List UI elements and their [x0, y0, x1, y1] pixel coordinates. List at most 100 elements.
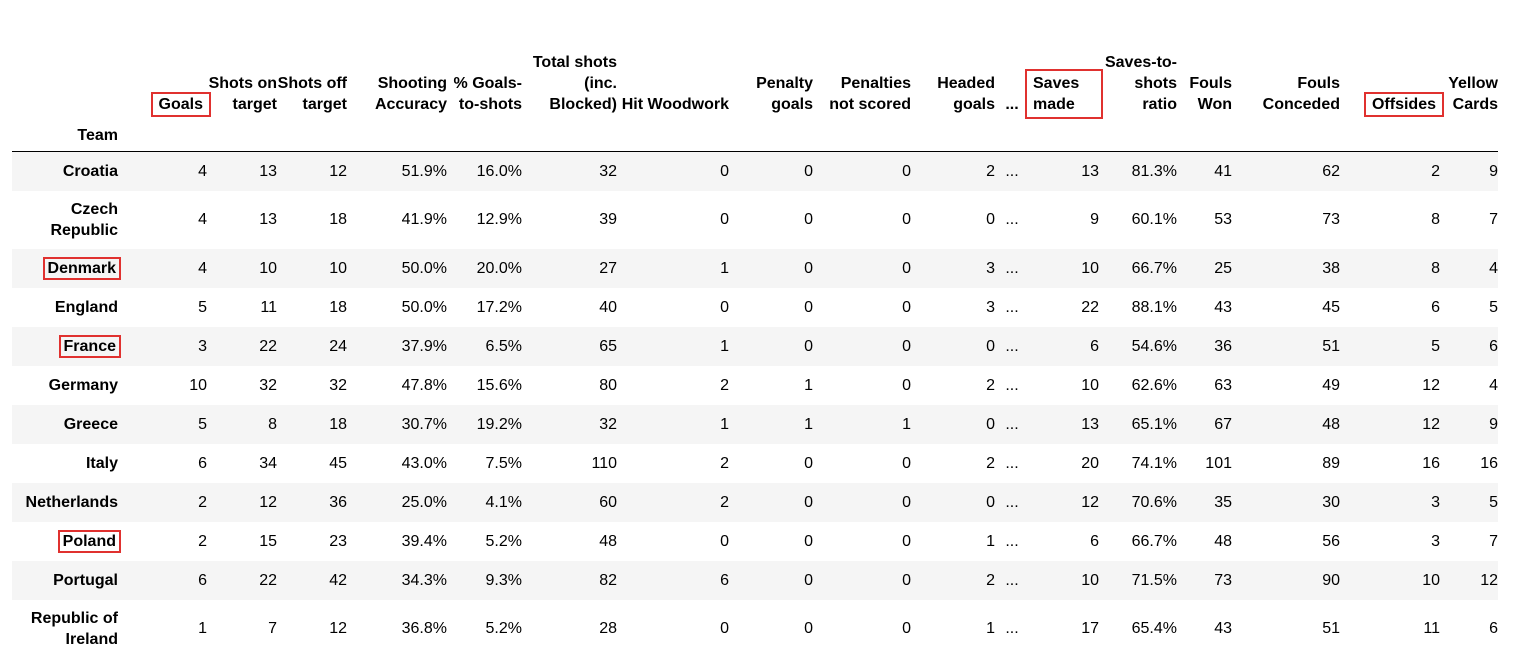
table-cell: 9: [1489, 162, 1498, 180]
table-cell: 22: [259, 337, 277, 355]
table-cell: 1: [902, 415, 911, 433]
table-cell: 6: [198, 571, 207, 589]
table-cell: 6: [1090, 337, 1099, 355]
table-cell: 50.0%: [401, 259, 447, 277]
table-cell: ...: [1005, 454, 1019, 472]
table-row: Poland 2 15 23 39.4% 5.2% 48 0 0 0 1... 6 66.7% 48 56 3…: [12, 521, 1498, 561]
table-cell: 2: [986, 454, 995, 472]
table-cell: 47.8%: [401, 376, 447, 394]
table-cell: 4: [198, 162, 207, 180]
table-cell: 10: [1422, 571, 1440, 589]
table-cell: 34: [259, 454, 277, 472]
table-cell: 0: [902, 162, 911, 180]
table-row: Italy 6 34 45 43.0% 7.5% 110 2 0 0 2... 20 74.1% 101 8…: [12, 443, 1498, 483]
table-cell: 62.6%: [1131, 376, 1177, 394]
table-cell: 51: [1322, 337, 1340, 355]
table-cell: 18: [329, 298, 347, 316]
team-name: Netherlands: [25, 493, 118, 511]
team-name: England: [54, 298, 118, 316]
table-cell: 15: [259, 532, 277, 550]
col-header-fouls-conceded: Fouls Conceded: [1262, 75, 1340, 113]
dataframe-table: Goals Shots on target Shots off target S…: [12, 0, 1498, 658]
col-header-headed-goals: Headed goals: [937, 75, 995, 113]
team-name: Portugal: [53, 571, 118, 589]
table-cell: 36.8%: [401, 620, 447, 637]
table-row: Germany 10 32 32 47.8% 15.6% 80 2 1 0 2... 10 62.6% 6…: [12, 365, 1498, 405]
table-cell: 41: [1214, 162, 1232, 180]
table-cell: 7: [1489, 532, 1498, 550]
table-cell: 16: [1422, 454, 1440, 472]
col-header-offsides: Offsides: [1340, 0, 1445, 119]
table-cell: 1: [986, 532, 995, 550]
table-cell: ...: [1005, 337, 1019, 355]
team-name: France: [58, 334, 122, 358]
table-cell: 5: [198, 415, 207, 433]
team-name: Denmark: [42, 256, 122, 280]
table-cell: 0: [902, 211, 911, 228]
table-cell: 17.2%: [476, 298, 522, 316]
col-header-fouls-won: Fouls Won: [1189, 75, 1232, 113]
col-header-hit-woodwork: Hit Woodwork: [621, 96, 729, 113]
table-cell: 74.1%: [1131, 454, 1177, 472]
table-cell: 23: [329, 532, 347, 550]
row-header-team: France: [12, 327, 132, 366]
table-cell: 43.0%: [401, 454, 447, 472]
team-name: Germany: [48, 376, 118, 394]
table-cell: 2: [986, 571, 995, 589]
table-cell: 2: [986, 376, 995, 394]
table-cell: 67: [1214, 415, 1232, 433]
table-cell: 10: [189, 376, 207, 394]
table-cell: ...: [1005, 376, 1019, 394]
table-cell: 0: [902, 298, 911, 316]
table-cell: 12: [1480, 571, 1498, 589]
table-cell: 6: [1090, 532, 1099, 550]
table-cell: 101: [1205, 454, 1232, 472]
table-cell: 7.5%: [485, 454, 522, 472]
table-cell: 1: [720, 415, 729, 433]
col-header-penalties-not-scored: Penalties not scored: [829, 75, 911, 113]
table-cell: 70.6%: [1131, 493, 1177, 511]
table-cell: 4: [1489, 259, 1498, 277]
table-cell: 6.5%: [485, 337, 522, 355]
team-name: Czech Republic: [50, 200, 118, 239]
table-cell: 20: [1081, 454, 1099, 472]
table-cell: 38: [1322, 259, 1340, 277]
index-corner: [12, 0, 132, 119]
table-cell: 27: [599, 259, 617, 277]
table-cell: 0: [804, 337, 813, 355]
table-cell: 2: [720, 454, 729, 472]
table-cell: 22: [259, 571, 277, 589]
table-cell: 1: [720, 259, 729, 277]
table-cell: 88.1%: [1131, 298, 1177, 316]
col-header-shooting-accuracy: Shooting Accuracy: [374, 75, 447, 113]
table-row: Denmark 4 10 10 50.0% 20.0% 27 1 0 0 3... 10 66.7% 25…: [12, 248, 1498, 288]
table-cell: 5: [1431, 337, 1440, 355]
team-name: Republic of Ireland: [30, 609, 118, 648]
table-cell: ...: [1005, 259, 1019, 277]
col-header-penalty-goals: Penalty goals: [756, 75, 813, 113]
table-cell: 36: [1214, 337, 1232, 355]
table-cell: 13: [259, 211, 277, 228]
table-cell: 51: [1322, 620, 1340, 637]
table-cell: 49: [1322, 376, 1340, 394]
table-cell: 62: [1322, 162, 1340, 180]
table-cell: 32: [329, 376, 347, 394]
table-cell: 90: [1322, 571, 1340, 589]
table-cell: 0: [804, 620, 813, 637]
table-cell: 5: [1489, 298, 1498, 316]
table-cell: 82: [599, 571, 617, 589]
table-cell: 0: [986, 415, 995, 433]
table-cell: 32: [599, 415, 617, 433]
table-cell: 0: [902, 532, 911, 550]
col-header-shots-off-target: Shots off target: [277, 75, 347, 113]
table-cell: 45: [1322, 298, 1340, 316]
table-cell: 48: [1322, 415, 1340, 433]
table-row: France 3 22 24 37.9% 6.5% 65 1 0 0 0... 6 54.6% 36 51 5…: [12, 326, 1498, 366]
row-header-team: Republic of Ireland: [12, 600, 132, 658]
table-cell: 4: [198, 259, 207, 277]
table-cell: 0: [804, 571, 813, 589]
team-name: Poland: [57, 529, 122, 553]
row-header-team: Netherlands: [12, 483, 132, 522]
table-cell: 0: [986, 211, 995, 228]
table-cell: 51.9%: [401, 162, 447, 180]
